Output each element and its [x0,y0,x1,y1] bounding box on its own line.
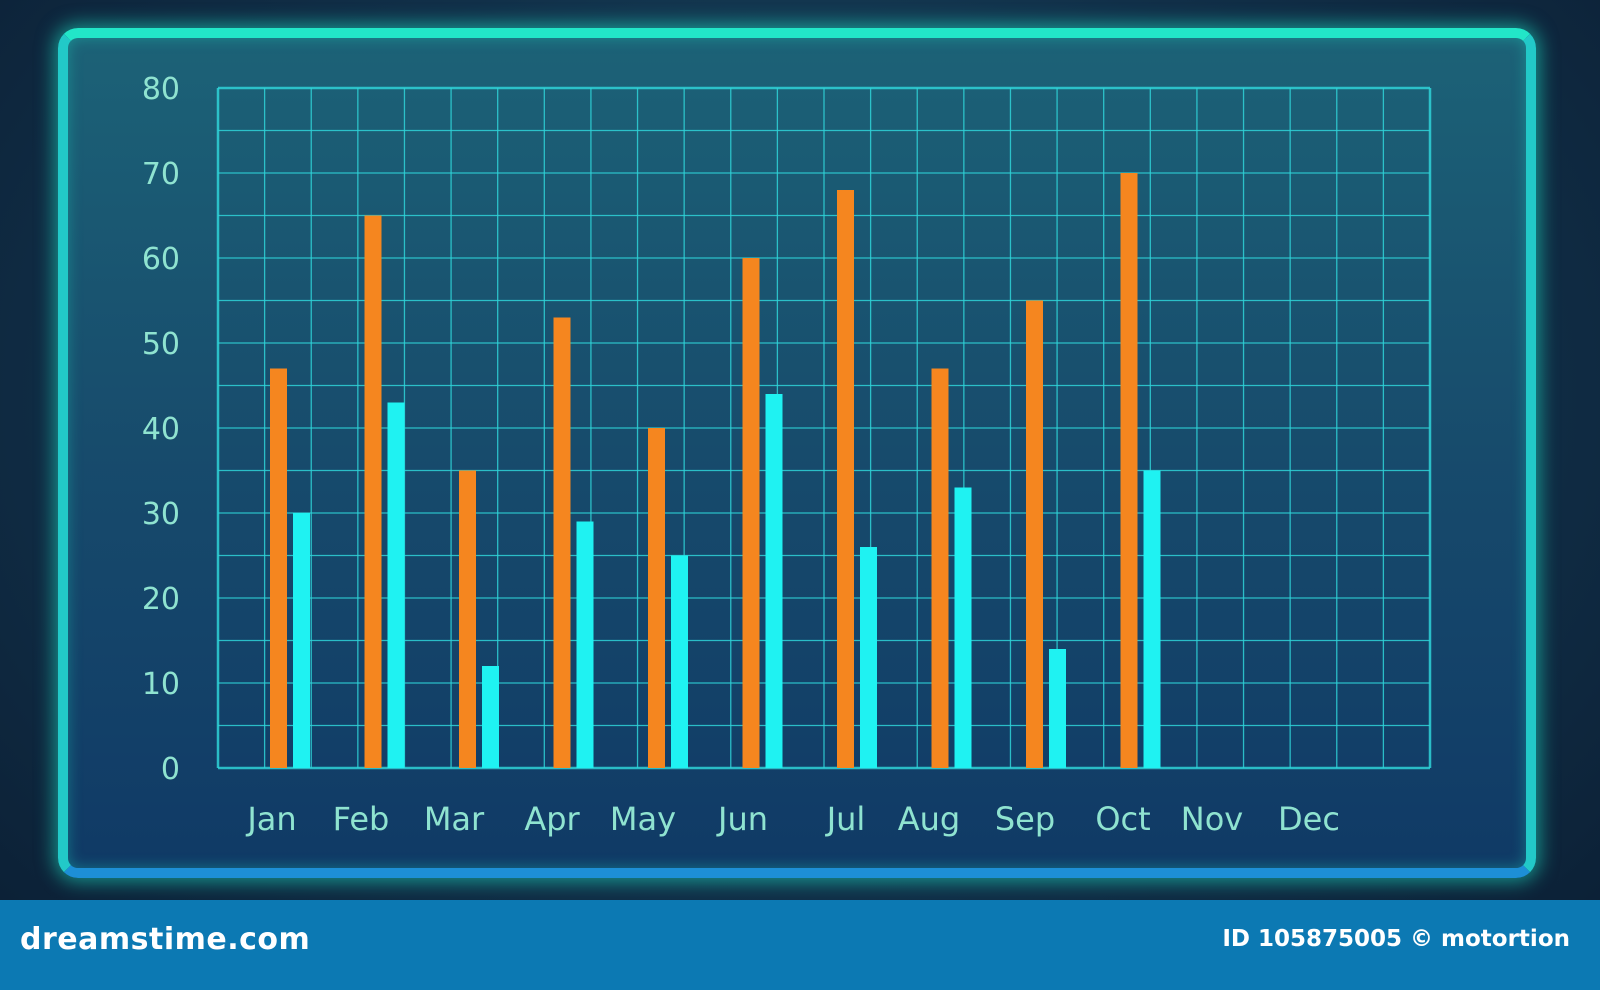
bar-apr-series-2 [576,521,594,768]
x-tick-label: Aug [898,800,960,838]
x-tick-label: Feb [333,800,390,838]
bar-jun-series-1 [742,258,760,768]
y-tick-label: 0 [161,752,180,787]
x-tick-label: Jul [825,800,866,838]
bar-mar-series-2 [482,666,499,768]
bar-sep-series-2 [1049,649,1066,768]
x-tick-label: Apr [524,800,580,838]
y-tick-label: 40 [142,412,180,447]
bar-may-series-2 [671,555,688,768]
x-tick-label: Jan [245,800,296,838]
bar-sep-series-1 [1026,300,1043,768]
bar-jul-series-1 [837,190,854,768]
x-tick-label: Nov [1181,800,1243,838]
footer-bar: dreamstime.com ID 105875005 © motortion [0,900,1600,990]
y-tick-label: 20 [142,582,180,617]
bar-jun-series-2 [765,394,783,768]
bar-jan-series-2 [293,513,310,768]
bar-jul-series-2 [860,547,877,768]
y-tick-label: 60 [142,242,180,277]
footer-brand: dreamstime.com [20,922,311,957]
footer-credit: ID 105875005 © motortion [1222,926,1570,952]
bar-oct-series-2 [1143,470,1161,768]
x-tick-label: Sep [995,800,1055,838]
chart-grid [216,86,1432,770]
bar-jan-series-1 [270,368,287,768]
y-tick-label: 50 [142,327,180,362]
bar-chart: 0 10 20 30 40 50 60 70 80 Jan Feb Mar Apr May Jun Jul A… [142,72,1432,838]
bar-apr-series-1 [553,317,571,768]
x-tick-label: Jun [716,800,768,838]
bar-feb-series-1 [364,215,382,768]
x-tick-label: May [610,800,676,838]
y-tick-label: 80 [142,72,180,107]
x-axis-ticks: Jan Feb Mar Apr May Jun Jul Aug Sep Oct Nov Dec [245,800,1340,838]
x-tick-label: Mar [424,800,485,838]
bar-feb-series-2 [387,402,405,768]
y-tick-label: 30 [142,497,180,532]
bar-mar-series-1 [459,470,476,768]
chart-bars [270,173,1161,768]
bar-aug-series-1 [931,368,949,768]
y-axis-ticks: 0 10 20 30 40 50 60 70 80 [142,72,180,787]
x-tick-label: Dec [1278,800,1340,838]
bar-may-series-1 [648,428,665,768]
bar-oct-series-1 [1120,173,1138,768]
bar-aug-series-2 [954,487,972,768]
y-tick-label: 10 [142,667,180,702]
x-tick-label: Oct [1095,800,1150,838]
y-tick-label: 70 [142,157,180,192]
